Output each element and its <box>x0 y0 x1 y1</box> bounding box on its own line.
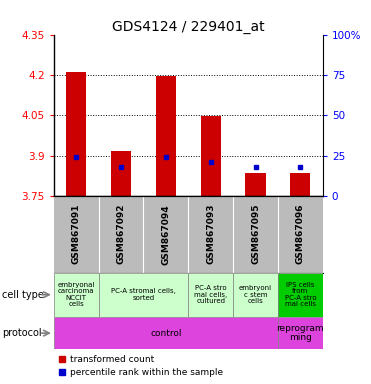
Text: transformed count: transformed count <box>70 354 155 364</box>
Text: GSM867094: GSM867094 <box>161 204 170 265</box>
Bar <box>201 116 221 196</box>
Text: reprogram
ming: reprogram ming <box>276 324 324 343</box>
Text: GSM867092: GSM867092 <box>116 204 125 265</box>
Text: GSM867095: GSM867095 <box>251 204 260 265</box>
Text: PC-A stro
mal cells,
cultured: PC-A stro mal cells, cultured <box>194 285 227 304</box>
Text: embryonal
carcinoma
NCCIT
cells: embryonal carcinoma NCCIT cells <box>58 282 95 308</box>
Text: cell type: cell type <box>2 290 44 300</box>
Bar <box>156 76 176 196</box>
Bar <box>188 273 233 317</box>
Bar <box>290 173 311 196</box>
Bar <box>111 152 131 196</box>
Bar <box>246 173 266 196</box>
Text: GSM867091: GSM867091 <box>72 204 81 265</box>
Bar <box>233 273 278 317</box>
Text: PC-A stromal cells,
sorted: PC-A stromal cells, sorted <box>111 288 176 301</box>
Text: GSM867093: GSM867093 <box>206 204 215 265</box>
Text: embryoni
c stem
cells: embryoni c stem cells <box>239 285 272 304</box>
Title: GDS4124 / 229401_at: GDS4124 / 229401_at <box>112 20 265 33</box>
Text: control: control <box>150 329 182 338</box>
Text: IPS cells
from
PC-A stro
mal cells: IPS cells from PC-A stro mal cells <box>285 282 316 308</box>
Bar <box>99 273 188 317</box>
Bar <box>54 317 278 349</box>
Bar <box>278 273 323 317</box>
Bar <box>54 273 99 317</box>
Bar <box>66 72 86 196</box>
Text: percentile rank within the sample: percentile rank within the sample <box>70 368 224 377</box>
Text: GSM867096: GSM867096 <box>296 204 305 265</box>
Text: protocol: protocol <box>2 328 42 338</box>
Bar <box>278 317 323 349</box>
